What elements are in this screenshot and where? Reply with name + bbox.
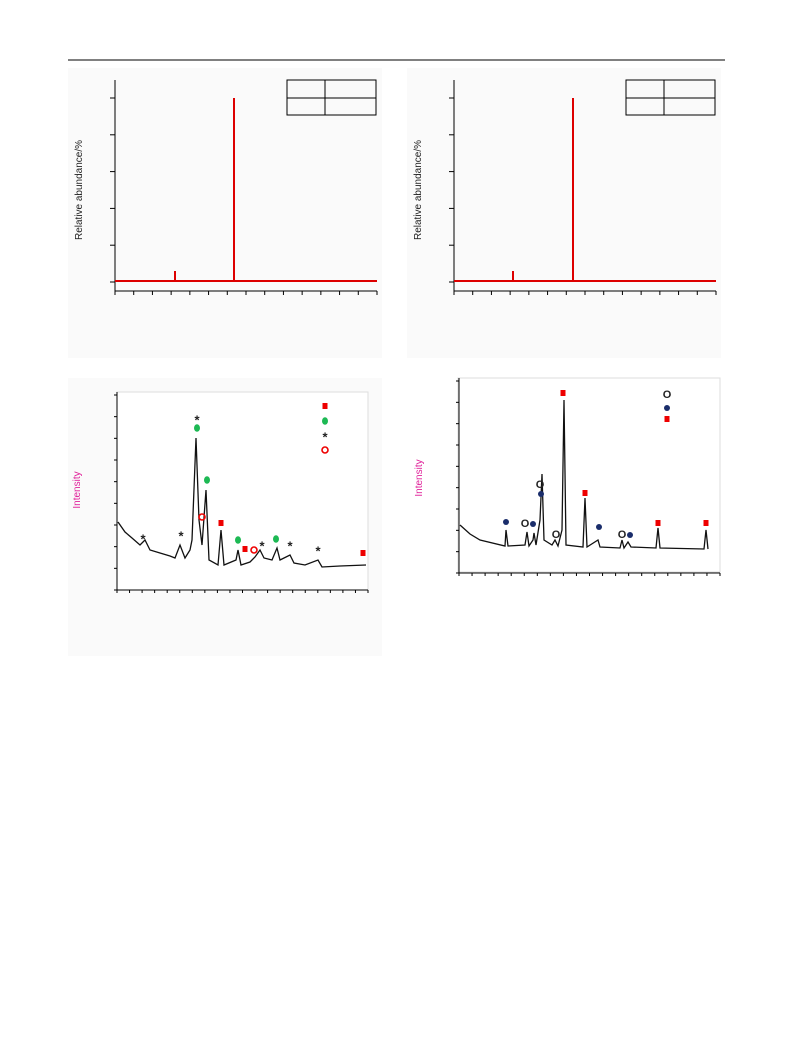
marker-navy (627, 532, 633, 538)
xrd-curve (459, 399, 709, 550)
marker-green (204, 476, 210, 484)
marker-square (655, 520, 661, 526)
marker-asterisk: * (178, 528, 184, 543)
marker-square (703, 520, 709, 526)
marker-asterisk: * (322, 429, 328, 444)
marker-square (242, 546, 248, 552)
marker-square (218, 520, 224, 526)
marker-square (560, 390, 566, 396)
marker-navy (530, 521, 536, 527)
marker-square (322, 403, 328, 409)
y-label: Intensity (414, 459, 425, 496)
marker-green (322, 417, 328, 425)
panel-c: Intensity (72, 391, 369, 591)
panel-bg (407, 68, 721, 358)
marker-o: O (618, 529, 627, 541)
marker-navy (538, 491, 544, 497)
y-label: Relative abundance/% (413, 140, 424, 240)
xrd-curve (117, 437, 367, 568)
marker-navy (596, 524, 602, 530)
marker-square (664, 416, 670, 422)
y-label: Intensity (72, 471, 83, 508)
marker-o: O (663, 389, 672, 401)
marker-asterisk: * (259, 538, 265, 553)
marker-navy (503, 519, 509, 525)
marker-o: O (521, 518, 530, 530)
marker-ring (321, 446, 329, 454)
marker-green (194, 424, 200, 432)
panel-d: Intensity (414, 377, 721, 574)
panel-bg (68, 68, 382, 358)
marker-asterisk: * (315, 543, 321, 558)
marker-o: O (552, 529, 561, 541)
marker-o: O (536, 479, 545, 491)
plot-frame (457, 377, 721, 573)
marker-green (273, 535, 279, 543)
marker-square (582, 490, 588, 496)
marker-ring (250, 546, 258, 554)
marker-asterisk: * (194, 412, 200, 427)
marker-asterisk: * (287, 538, 293, 553)
marker-asterisk: * (140, 531, 146, 546)
y-label: Relative abundance/% (74, 140, 85, 240)
panel-a: Relative abundance/% (74, 79, 377, 292)
marker-ring (198, 513, 206, 521)
marker-navy (664, 405, 670, 411)
plot-frame (116, 391, 369, 591)
marker-green (235, 536, 241, 544)
marker-square (360, 550, 366, 556)
